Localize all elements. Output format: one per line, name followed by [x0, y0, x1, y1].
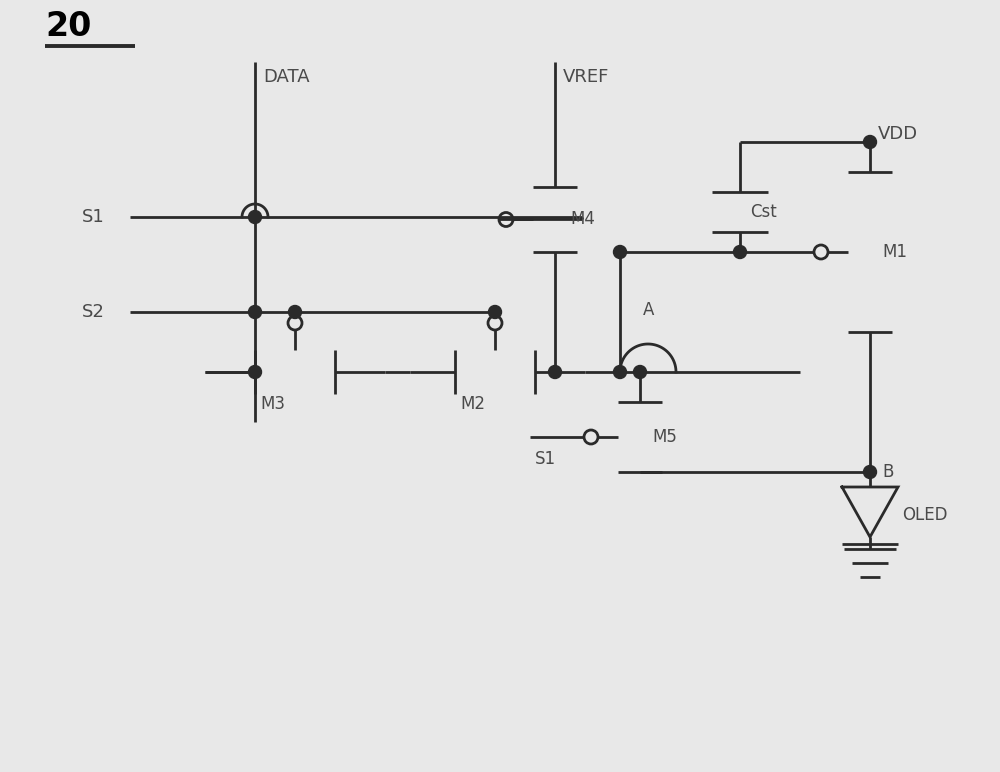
Circle shape	[248, 306, 262, 319]
Text: S2: S2	[82, 303, 105, 321]
Text: DATA: DATA	[263, 68, 310, 86]
Text: B: B	[882, 463, 893, 481]
Text: VREF: VREF	[563, 68, 609, 86]
Text: S1: S1	[535, 450, 556, 468]
Circle shape	[634, 365, 646, 378]
Circle shape	[863, 136, 876, 148]
Text: M5: M5	[652, 428, 677, 446]
Circle shape	[614, 365, 626, 378]
Text: VDD: VDD	[878, 125, 918, 143]
Text: 20: 20	[45, 11, 91, 43]
Circle shape	[734, 245, 746, 259]
Text: M4: M4	[570, 211, 595, 229]
Circle shape	[248, 211, 262, 224]
Text: OLED: OLED	[902, 506, 948, 524]
Circle shape	[614, 245, 626, 259]
Text: M2: M2	[460, 395, 485, 413]
Circle shape	[488, 306, 501, 319]
Text: S1: S1	[82, 208, 105, 226]
Circle shape	[863, 466, 876, 479]
Circle shape	[288, 306, 302, 319]
Circle shape	[248, 365, 262, 378]
Circle shape	[548, 365, 562, 378]
Text: M3: M3	[260, 395, 285, 413]
Text: M1: M1	[882, 243, 907, 261]
Text: Cst: Cst	[750, 203, 777, 221]
Text: A: A	[643, 301, 654, 319]
